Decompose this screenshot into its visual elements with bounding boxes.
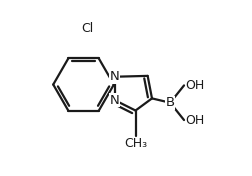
Text: OH: OH <box>185 79 205 92</box>
Text: N: N <box>110 94 120 107</box>
Text: B: B <box>166 96 175 109</box>
Text: Cl: Cl <box>81 22 93 35</box>
Text: CH₃: CH₃ <box>124 137 147 149</box>
Text: OH: OH <box>185 114 205 127</box>
Text: N: N <box>110 70 120 83</box>
